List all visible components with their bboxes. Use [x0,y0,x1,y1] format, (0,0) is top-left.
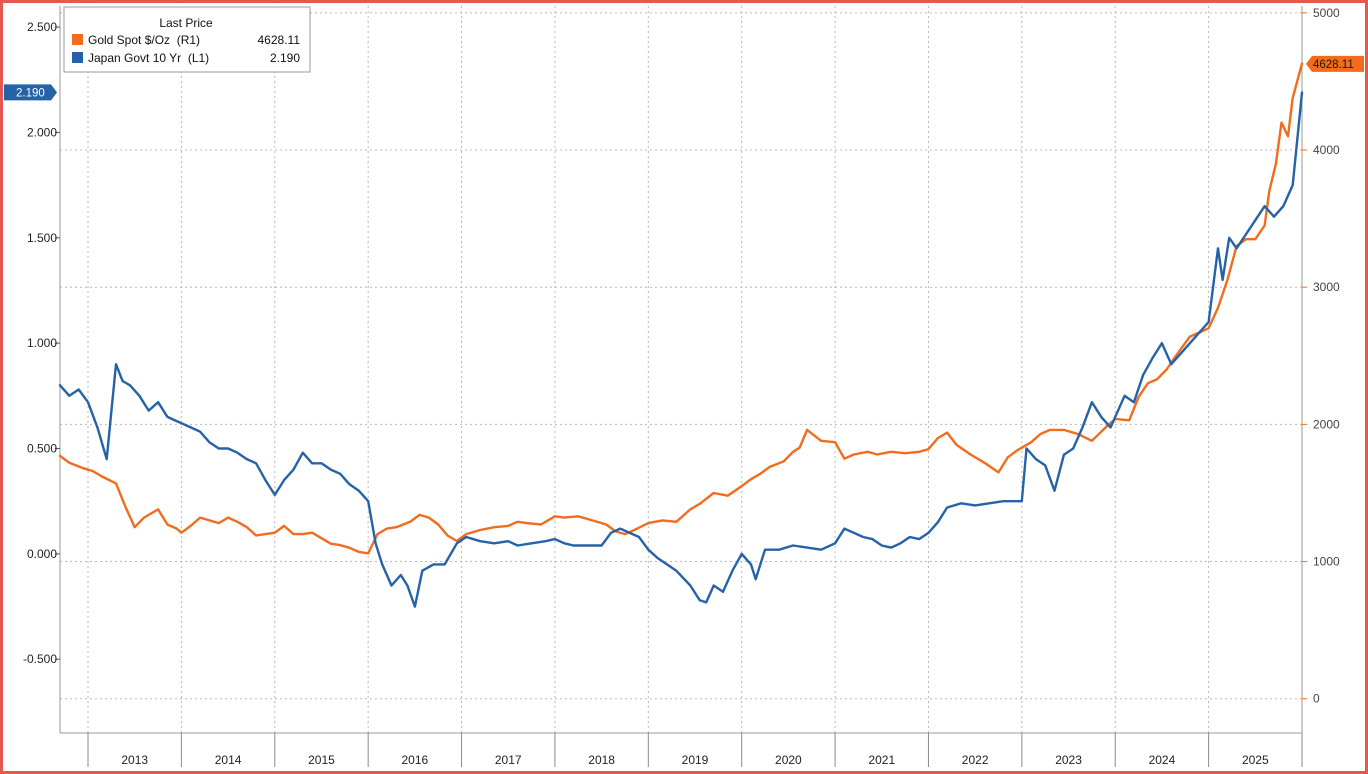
right-last-value-label: 4628.11 [1313,59,1354,71]
legend-label-gold: Gold Spot $/Oz (R1) [88,33,200,47]
grid-lines [60,6,1302,733]
left-axis: 2.500 2.000 1.500 1.000 0.500 0.000 -0.500 [23,20,60,666]
right-last-value-tag [1306,55,1364,72]
x-axis-tick-label: 2019 [682,753,709,767]
legend-value-gold: 4628.11 [258,33,301,47]
left-axis-tick-label: 0.500 [27,442,57,456]
x-axis-tick-label: 2016 [402,753,429,767]
left-axis-tick-label: 0.000 [27,547,57,561]
left-last-value-label: 2.190 [16,87,45,99]
x-axis-tick-label: 2020 [775,753,802,767]
legend-label-jgb: Japan Govt 10 Yr (L1) [88,51,209,65]
series-line-jgb [58,91,1304,608]
legend: Last Price Gold Spot $/Oz (R1) 4628.11 J… [63,6,311,73]
legend-swatch-gold [72,34,83,45]
x-axis-tick-label: 2025 [1242,753,1269,767]
x-axis-tick-label: 2017 [495,753,522,767]
right-axis-tick-label: 0 [1313,692,1320,706]
last-value-tags: 4628.11 2.190 [4,55,1364,101]
left-axis-tick-label: 2.000 [27,125,57,139]
legend-title: Last Price [159,16,213,30]
x-axis: 2013 2014 2015 2016 2017 2018 2019 2020 2021 2022… [87,733,1303,767]
x-axis-tick-label: 2015 [308,753,335,767]
legend-box [63,6,311,73]
left-axis-tick-label: 1.000 [27,336,57,350]
x-axis-tick-label: 2014 [215,753,242,767]
series-lines [58,62,1304,608]
right-axis-tick-label: 3000 [1313,280,1340,294]
x-axis-tick-label: 2018 [588,753,615,767]
right-axis: 5000 4000 3000 2000 1000 0 [1302,6,1340,706]
series-line-gold [58,62,1304,555]
left-axis-tick-label: 1.500 [27,231,57,245]
right-axis-tick-label: 5000 [1313,6,1340,20]
left-last-value-tag [4,84,57,101]
x-axis-tick-label: 2021 [868,753,895,767]
right-axis-tick-label: 1000 [1313,555,1340,569]
x-axis-tick-label: 2013 [121,753,148,767]
legend-swatch-jgb [72,52,83,63]
x-axis-tick-label: 2024 [1149,753,1176,767]
legend-value-jgb: 2.190 [270,51,300,65]
x-axis-tick-label: 2022 [962,753,989,767]
x-axis-tick-label: 2023 [1055,753,1082,767]
left-axis-tick-label: -0.500 [23,652,57,666]
left-axis-tick-label: 2.500 [27,20,57,34]
right-axis-tick-label: 2000 [1313,417,1340,431]
right-axis-tick-label: 4000 [1313,143,1340,157]
